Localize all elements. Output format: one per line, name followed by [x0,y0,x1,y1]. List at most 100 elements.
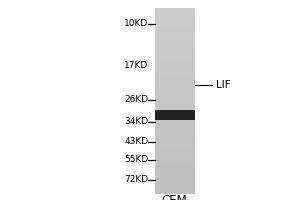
Bar [154,192,195,194]
Bar [154,179,195,181]
Bar [154,12,195,14]
Text: 43KD: 43KD [124,138,148,146]
Bar [154,75,195,77]
Bar [154,86,195,88]
Bar [154,144,195,146]
Bar [154,112,195,114]
Bar [154,38,195,40]
Bar [154,90,195,92]
Bar [154,129,195,131]
Bar [154,172,195,174]
Bar [154,121,195,124]
Text: 26KD: 26KD [124,96,148,104]
Bar [154,151,195,153]
Bar [154,162,195,165]
Text: 55KD: 55KD [124,156,148,164]
Bar [154,118,195,120]
Bar [154,45,195,47]
Bar [154,133,195,135]
Bar [154,142,195,144]
Bar [154,62,195,64]
Bar [154,8,195,10]
Bar [154,15,195,18]
Bar [154,161,195,163]
Bar [154,77,195,79]
Bar [154,58,195,60]
Bar [154,94,195,96]
Bar [154,140,195,142]
Bar [154,88,195,90]
Bar [154,97,195,100]
Bar [154,138,195,140]
Bar [154,53,195,55]
Bar [154,177,195,180]
Bar [154,131,195,133]
Bar [154,19,195,21]
Bar [154,40,195,42]
Bar [154,136,195,139]
Bar [154,105,195,107]
Bar [154,60,195,62]
Bar [154,127,195,129]
Bar [154,187,195,189]
Bar [154,155,195,157]
Bar [154,92,195,94]
Bar [154,66,195,68]
Bar [154,108,195,111]
Bar [154,73,195,75]
Bar [154,47,195,49]
Bar [154,30,195,33]
Bar [154,27,195,29]
Bar [154,21,195,23]
Bar [154,125,195,127]
Bar [154,84,195,87]
Bar [154,23,195,25]
Bar [154,166,195,168]
Bar [154,110,195,113]
Bar [154,99,195,101]
Bar [154,148,195,150]
Bar [154,164,195,166]
Bar [154,54,195,57]
Bar [154,41,195,44]
Bar [154,159,195,161]
Bar [154,68,195,70]
Bar [154,174,195,176]
Bar [154,190,195,193]
Text: 17KD: 17KD [124,62,148,71]
Bar [154,49,195,51]
Bar [154,107,195,109]
Bar [154,79,195,81]
Bar [154,17,195,20]
Bar [154,114,195,116]
Bar [154,14,195,16]
Bar [154,25,195,27]
Bar [154,123,195,126]
Bar [154,183,195,185]
Text: LIF: LIF [216,80,231,90]
Bar [154,175,195,178]
Bar [154,146,195,148]
Bar [154,81,195,83]
Bar [154,116,195,118]
Bar [154,71,195,73]
Bar [154,28,195,31]
Bar [154,168,195,170]
Text: 72KD: 72KD [124,176,148,184]
Bar [154,43,195,46]
Bar [154,56,195,59]
Bar [154,110,195,120]
Bar [154,188,195,191]
Bar [154,103,195,105]
Bar [154,51,195,53]
Bar [154,10,195,12]
Bar [154,153,195,155]
Bar [154,134,195,137]
Bar [154,64,195,66]
Bar [154,170,195,172]
Bar [154,185,195,187]
Text: 34KD: 34KD [124,117,148,127]
Bar [154,32,195,34]
Bar [154,95,195,98]
Text: 10KD: 10KD [124,20,148,28]
